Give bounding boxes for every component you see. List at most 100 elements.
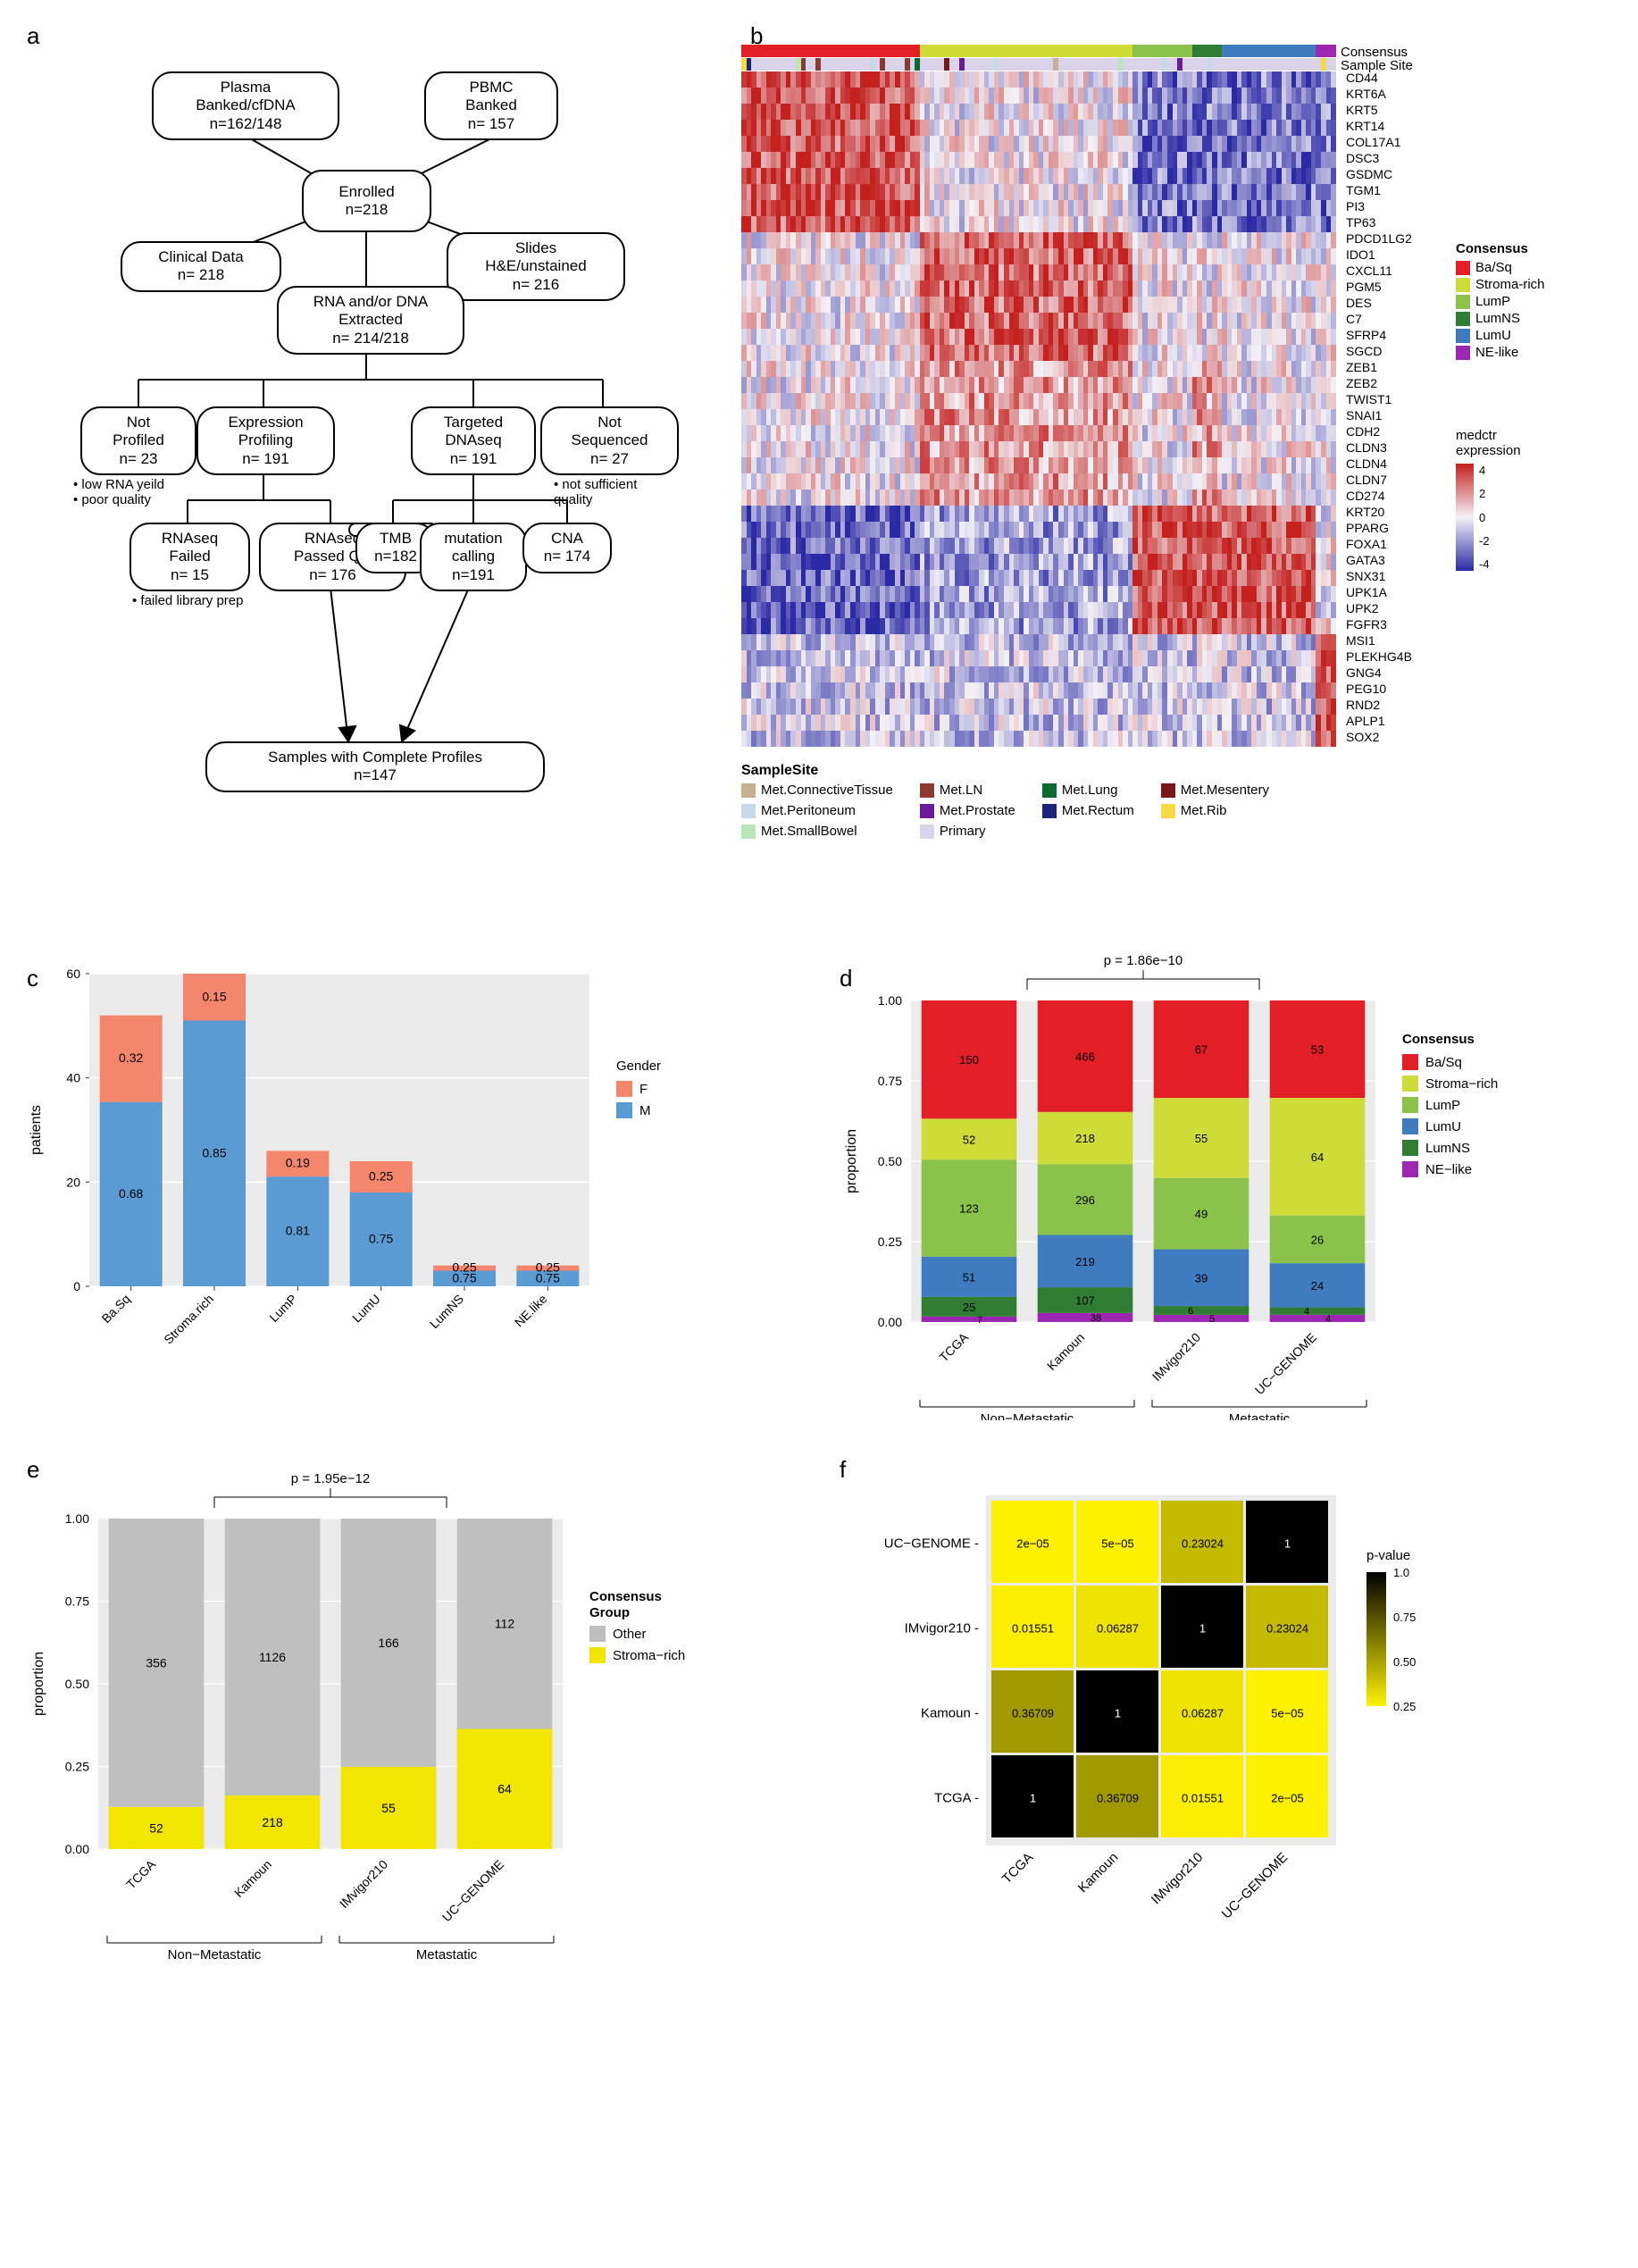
svg-text:0.25: 0.25 bbox=[536, 1260, 560, 1275]
svg-text:4: 4 bbox=[1304, 1307, 1309, 1318]
svg-text:0.01551: 0.01551 bbox=[1182, 1792, 1224, 1805]
svg-text:0.25: 0.25 bbox=[369, 1169, 393, 1184]
expr-colorbar bbox=[1456, 464, 1474, 571]
node-tdnaseq: Targeted DNAseq n= 191 bbox=[411, 406, 536, 475]
svg-text:2e−05: 2e−05 bbox=[1271, 1792, 1304, 1805]
heatmap-grid bbox=[741, 71, 1335, 747]
svg-text:M: M bbox=[639, 1103, 651, 1118]
svg-text:166: 166 bbox=[378, 1636, 399, 1650]
svg-text:0.32: 0.32 bbox=[119, 1050, 143, 1065]
svg-text:Consensus: Consensus bbox=[589, 1589, 662, 1604]
svg-text:patients: patients bbox=[29, 1105, 44, 1155]
svg-text:LumNS: LumNS bbox=[1425, 1141, 1470, 1156]
svg-text:1.0: 1.0 bbox=[1393, 1566, 1409, 1579]
svg-text:Kamoun: Kamoun bbox=[1044, 1330, 1087, 1373]
svg-text:UC−GENOME: UC−GENOME bbox=[439, 1857, 506, 1924]
node-mut: mutation calling n=191 bbox=[420, 523, 527, 591]
svg-text:0.36709: 0.36709 bbox=[1012, 1707, 1054, 1720]
svg-text:Metastatic: Metastatic bbox=[416, 1947, 478, 1963]
svg-text:0.25: 0.25 bbox=[1393, 1700, 1416, 1713]
anno-label-consensus: Consensus bbox=[1341, 45, 1438, 57]
svg-text:TCGA -: TCGA - bbox=[934, 1791, 979, 1806]
svg-text:IMvigor210: IMvigor210 bbox=[337, 1857, 390, 1911]
svg-text:p = 1.86e−10: p = 1.86e−10 bbox=[1104, 956, 1183, 968]
panel-c-chart: 0204060patients0.680.32Ba.Sq0.850.15Stro… bbox=[18, 956, 804, 1385]
svg-text:112: 112 bbox=[495, 1617, 515, 1631]
svg-text:0.23024: 0.23024 bbox=[1266, 1622, 1308, 1636]
svg-text:p = 1.95e−12: p = 1.95e−12 bbox=[291, 1474, 370, 1486]
panel-f-chart: 2e−055e−050.230241UC−GENOME -0.015510.06… bbox=[831, 1474, 1617, 1974]
svg-text:proportion: proportion bbox=[31, 1652, 46, 1716]
svg-text:0.25: 0.25 bbox=[878, 1234, 902, 1249]
node-complete: Samples with Complete Profiles n=147 bbox=[205, 741, 545, 792]
svg-text:39: 39 bbox=[1195, 1271, 1208, 1285]
svg-text:Kamoun: Kamoun bbox=[231, 1857, 274, 1900]
svg-text:219: 219 bbox=[1075, 1255, 1095, 1268]
svg-text:55: 55 bbox=[1195, 1132, 1208, 1145]
svg-text:1: 1 bbox=[1284, 1537, 1291, 1551]
svg-text:5: 5 bbox=[1209, 1314, 1215, 1325]
node-slides: Slides H&E/unstained n= 216 bbox=[447, 232, 625, 301]
svg-text:p-value: p-value bbox=[1366, 1548, 1410, 1563]
gene-labels: CD44KRT6AKRT5KRT14COL17A1DSC3GSDMCTGM1PI… bbox=[1341, 71, 1438, 746]
svg-text:Kamoun -: Kamoun - bbox=[921, 1706, 979, 1721]
svg-text:218: 218 bbox=[262, 1815, 283, 1829]
node-expr: Expression Profiling n= 191 bbox=[196, 406, 335, 475]
svg-text:0.06287: 0.06287 bbox=[1097, 1622, 1139, 1636]
node-extracted: RNA and/or DNA Extracted n= 214/218 bbox=[277, 286, 464, 355]
svg-text:TCGA: TCGA bbox=[936, 1329, 971, 1364]
svg-text:20: 20 bbox=[66, 1175, 80, 1189]
svg-text:1: 1 bbox=[1199, 1622, 1206, 1636]
svg-text:1.00: 1.00 bbox=[65, 1511, 89, 1526]
svg-text:Stroma−rich: Stroma−rich bbox=[1425, 1076, 1498, 1092]
svg-text:Ba/Sq: Ba/Sq bbox=[1425, 1055, 1462, 1070]
anno-label-site: Sample Site bbox=[1341, 58, 1438, 71]
panel-a-label: a bbox=[27, 22, 39, 50]
svg-text:0.00: 0.00 bbox=[878, 1315, 902, 1329]
svg-text:0.50: 0.50 bbox=[878, 1154, 902, 1168]
svg-text:0.68: 0.68 bbox=[119, 1186, 143, 1201]
svg-text:0.85: 0.85 bbox=[202, 1145, 226, 1159]
svg-text:107: 107 bbox=[1075, 1293, 1095, 1307]
node-notseq: Not Sequenced n= 27 bbox=[540, 406, 679, 475]
svg-text:Group: Group bbox=[589, 1605, 630, 1620]
svg-text:5e−05: 5e−05 bbox=[1101, 1537, 1134, 1551]
svg-text:466: 466 bbox=[1075, 1050, 1095, 1063]
svg-text:64: 64 bbox=[497, 1782, 512, 1796]
svg-text:52: 52 bbox=[149, 1820, 163, 1835]
svg-text:UC−GENOME: UC−GENOME bbox=[1252, 1330, 1319, 1397]
svg-text:Stroma−rich: Stroma−rich bbox=[613, 1648, 685, 1663]
svg-text:UC−GENOME: UC−GENOME bbox=[1219, 1850, 1291, 1922]
svg-text:38: 38 bbox=[1091, 1313, 1101, 1324]
svg-text:1: 1 bbox=[1030, 1792, 1036, 1805]
heatmap: Consensus Sample Site CD44KRT6AKRT5KRT14… bbox=[741, 45, 1590, 841]
svg-text:proportion: proportion bbox=[844, 1129, 859, 1193]
svg-text:2e−05: 2e−05 bbox=[1016, 1537, 1049, 1551]
svg-text:0.00: 0.00 bbox=[65, 1842, 89, 1856]
rnafail-notes: • failed library prep bbox=[132, 593, 243, 608]
svg-text:0.81: 0.81 bbox=[286, 1224, 310, 1238]
node-plasma: Plasma Banked/cfDNA n=162/148 bbox=[152, 71, 339, 140]
svg-text:Gender: Gender bbox=[616, 1059, 661, 1074]
svg-text:Kamoun: Kamoun bbox=[1075, 1850, 1122, 1896]
svg-text:49: 49 bbox=[1195, 1208, 1208, 1221]
svg-text:5e−05: 5e−05 bbox=[1271, 1707, 1304, 1720]
svg-text:NE.like: NE.like bbox=[512, 1292, 550, 1330]
svg-text:Consensus: Consensus bbox=[1402, 1032, 1475, 1047]
node-pbmc: PBMC Banked n= 157 bbox=[424, 71, 558, 140]
svg-text:296: 296 bbox=[1075, 1193, 1095, 1207]
svg-text:26: 26 bbox=[1311, 1233, 1324, 1246]
svg-text:Non−Metastatic: Non−Metastatic bbox=[168, 1947, 262, 1963]
svg-text:0.36709: 0.36709 bbox=[1097, 1792, 1139, 1805]
svg-text:0.01551: 0.01551 bbox=[1012, 1622, 1054, 1636]
node-clinical: Clinical Data n= 218 bbox=[121, 241, 281, 292]
notprofiled-notes: • low RNA yeild • poor quality bbox=[73, 477, 164, 507]
svg-text:123: 123 bbox=[959, 1202, 979, 1216]
svg-text:51: 51 bbox=[963, 1270, 975, 1284]
svg-text:218: 218 bbox=[1075, 1132, 1095, 1145]
node-enrolled: Enrolled n=218 bbox=[302, 170, 431, 232]
svg-text:Stroma.rich: Stroma.rich bbox=[161, 1292, 216, 1347]
svg-text:LumNS: LumNS bbox=[427, 1292, 466, 1331]
svg-text:53: 53 bbox=[1311, 1043, 1324, 1057]
svg-text:0.06287: 0.06287 bbox=[1182, 1707, 1224, 1720]
